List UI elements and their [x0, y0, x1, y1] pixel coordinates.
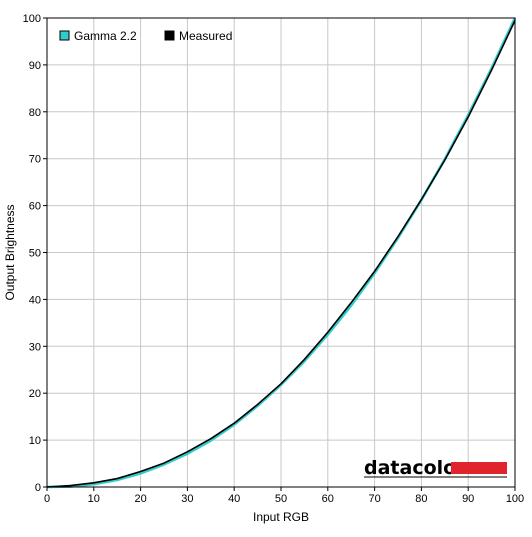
legend: Gamma 2.2 Measured [59, 29, 232, 43]
x-tick-label: 70 [368, 493, 380, 505]
y-tick-label: 40 [29, 294, 41, 306]
logo-red-bar [451, 462, 507, 474]
legend-swatch-gamma-2-2 [59, 30, 70, 41]
y-tick-label: 50 [29, 248, 41, 260]
legend-label-measured: Measured [179, 29, 232, 43]
series-line-measured [46, 20, 516, 488]
x-tick-label: 40 [228, 493, 240, 505]
y-tick-label: 30 [29, 341, 41, 353]
x-tick-label: 80 [415, 493, 427, 505]
x-tick-label: 10 [88, 493, 100, 505]
y-tick-label: 20 [29, 388, 41, 400]
x-tick-label: 100 [506, 493, 524, 505]
x-tick-label: 20 [134, 493, 146, 505]
y-tick-label: 80 [29, 107, 41, 119]
x-tick-label: 60 [322, 493, 334, 505]
x-tick-label: 0 [44, 493, 50, 505]
x-axis-label: Input RGB [253, 510, 309, 524]
y-tick-label: 60 [29, 201, 41, 213]
x-tick-label: 50 [275, 493, 287, 505]
y-tick-label: 10 [29, 435, 41, 447]
y-tick-label: 100 [23, 13, 41, 25]
datacolor-logo: datacolor [364, 457, 507, 479]
y-tick-label: 90 [29, 60, 41, 72]
legend-swatch-measured [164, 30, 175, 41]
y-axis-label: Output Brightness [3, 204, 17, 300]
legend-label-gamma-2-2: Gamma 2.2 [74, 29, 137, 43]
y-tick-label: 70 [29, 154, 41, 166]
tick-labels: 0 10 20 30 40 50 60 70 80 90 100 0 10 20 30 40 50 60 70 80 9… [23, 13, 525, 505]
x-tick-label: 90 [462, 493, 474, 505]
y-tick-label: 0 [35, 482, 41, 494]
logo-text: datacolor [364, 457, 466, 479]
x-tick-label: 30 [181, 493, 193, 505]
series-lines [46, 17, 517, 489]
grid-lines [47, 18, 515, 487]
